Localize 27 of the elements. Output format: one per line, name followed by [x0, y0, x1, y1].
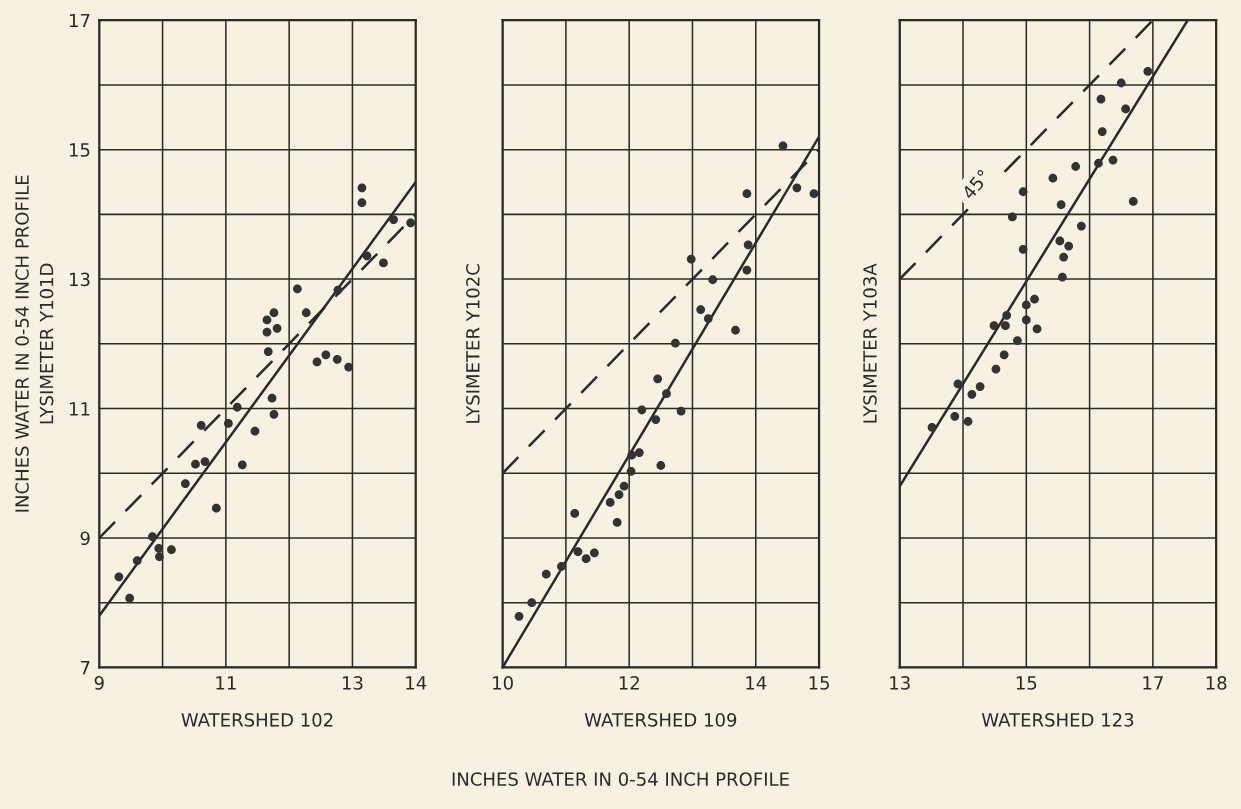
y-axis-title: LYSIMETER Y102C	[466, 264, 480, 423]
y-tick-label: 7	[80, 661, 90, 675]
y-tick-label: 11	[69, 402, 90, 416]
x-tick-label: 12	[619, 676, 639, 690]
x-tick-label: 18	[1206, 676, 1227, 690]
x-tick-label: 17	[1143, 676, 1163, 690]
x-tick-label: 15	[1016, 676, 1037, 690]
y-tick-label: 17	[69, 13, 90, 28]
x-axis-title: WATERSHED 102	[181, 713, 333, 727]
x-tick-label: 13	[890, 676, 910, 690]
y-tick-label: 15	[69, 143, 90, 157]
y-tick-label: 13	[69, 272, 90, 287]
annotation: 45°	[961, 168, 991, 201]
x-tick-label: 11	[216, 676, 236, 690]
y-axis-title: LYSIMETER Y103A	[863, 263, 877, 423]
text: INCHES WATER IN 0-54 INCH PROFILE	[452, 772, 789, 786]
text: INCHES WATER IN 0-54 INCH PROFILE	[15, 175, 29, 512]
x-tick-label: 14	[746, 676, 767, 690]
x-tick-label: 15	[809, 676, 829, 690]
y-tick-label: 9	[80, 531, 90, 546]
x-axis-title: WATERSHED 123	[981, 713, 1134, 727]
y-axis-title: LYSIMETER Y101D	[39, 263, 54, 424]
x-tick-label: 9	[94, 676, 104, 690]
x-axis-title: WATERSHED 109	[584, 713, 737, 727]
x-tick-label: 10	[493, 676, 513, 690]
x-tick-label: 14	[406, 676, 427, 690]
x-tick-label: 13	[342, 676, 363, 690]
